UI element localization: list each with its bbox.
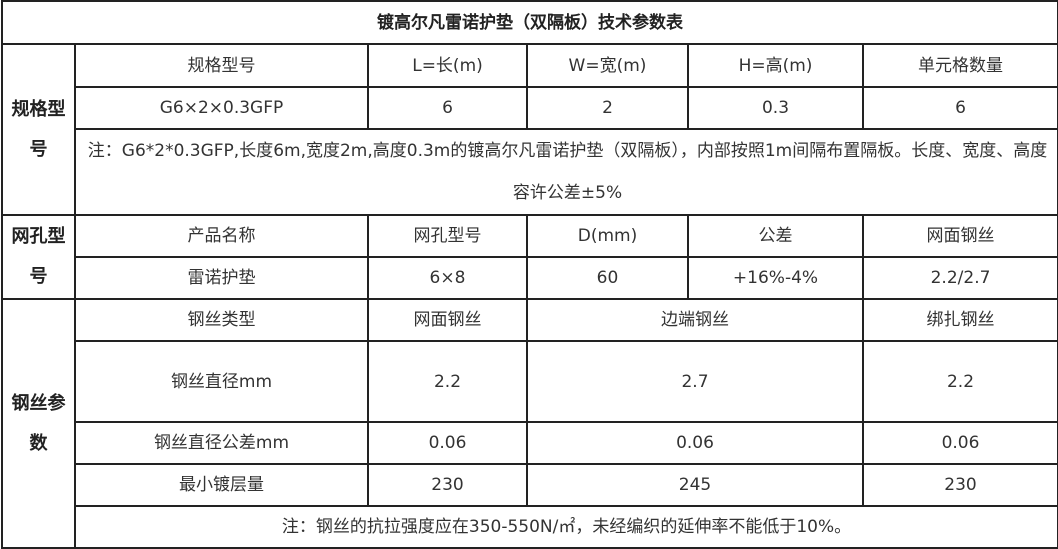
spec-section-label: 规格型号 <box>1 43 76 216</box>
table-row: 注：钢丝的抗拉强度应在350-550N/㎡，未经编织的延伸率不能低于10%。 <box>2 505 1058 549</box>
table-row: 最小镀层量 230 245 230 <box>2 463 1058 507</box>
cell: 230 <box>861 463 1058 507</box>
wire-section-label: 钢丝参数 <box>1 298 76 549</box>
cell: 0.06 <box>367 421 528 465</box>
mesh-section-label: 网孔型号 <box>1 214 76 300</box>
cell: 2.2/2.7 <box>861 256 1058 300</box>
cell: 2.2 <box>861 340 1058 423</box>
header-cell: 边端钢丝 <box>526 298 864 342</box>
spec-note: 注：G6*2*0.3GFP,长度6m,宽度2m,高度0.3m的镀高尔凡雷诺护垫（… <box>73 128 1058 216</box>
cell: 0.06 <box>526 421 864 465</box>
header-cell: 产品名称 <box>74 214 369 258</box>
cell: 6×8 <box>367 256 528 300</box>
header-cell: 网孔型号 <box>367 214 528 258</box>
table-row: 注：G6*2*0.3GFP,长度6m,宽度2m,高度0.3m的镀高尔凡雷诺护垫（… <box>2 128 1058 216</box>
cell: 60 <box>526 256 689 300</box>
wire-note: 注：钢丝的抗拉强度应在350-550N/㎡，未经编织的延伸率不能低于10%。 <box>73 505 1058 549</box>
header-cell: 钢丝类型 <box>74 298 369 342</box>
header-cell: 规格型号 <box>74 43 369 88</box>
cell: G6×2×0.3GFP <box>74 86 369 130</box>
table-row: 钢丝参数 钢丝类型 网面钢丝 边端钢丝 绑扎钢丝 <box>1 298 1058 549</box>
header-cell: L=长(m) <box>367 43 528 88</box>
cell: 0.3 <box>687 86 864 130</box>
header-cell: 网面钢丝 <box>861 214 1058 258</box>
table-row: 规格型号 规格型号 L=长(m) W=宽(m) H=高(m) 单元格数量 <box>1 43 1058 216</box>
cell: 6 <box>367 86 528 130</box>
header-cell: H=高(m) <box>687 43 864 88</box>
table-row: 钢丝直径公差mm 0.06 0.06 0.06 <box>2 421 1058 465</box>
cell: 2 <box>526 86 689 130</box>
cell: 0.06 <box>861 421 1058 465</box>
cell: 230 <box>367 463 528 507</box>
cell: +16%-4% <box>687 256 864 300</box>
cell: 雷诺护垫 <box>74 256 369 300</box>
cell: 钢丝直径公差mm <box>74 421 369 465</box>
header-cell: 绑扎钢丝 <box>861 298 1058 342</box>
header-cell: 网面钢丝 <box>367 298 528 342</box>
table-title: 镀高尔凡雷诺护垫（双隔板）技术参数表 <box>0 0 1058 45</box>
cell: 2.7 <box>526 340 864 423</box>
cell: 6 <box>861 86 1058 130</box>
header-cell: 单元格数量 <box>861 43 1058 88</box>
header-cell: W=宽(m) <box>526 43 689 88</box>
table-row: 钢丝直径mm 2.2 2.7 2.2 <box>2 340 1058 423</box>
table-row: 网孔型号 产品名称 网孔型号 D(mm) 公差 网面钢丝 <box>1 214 1058 300</box>
cell: 最小镀层量 <box>74 463 369 507</box>
header-cell: 公差 <box>687 214 864 258</box>
cell: 2.2 <box>367 340 528 423</box>
table-row: G6×2×0.3GFP 6 2 0.3 6 <box>2 86 1058 130</box>
cell: 钢丝直径mm <box>74 340 369 423</box>
cell: 245 <box>526 463 864 507</box>
table-row: 雷诺护垫 6×8 60 +16%-4% 2.2/2.7 <box>2 256 1058 300</box>
header-cell: D(mm) <box>526 214 689 258</box>
